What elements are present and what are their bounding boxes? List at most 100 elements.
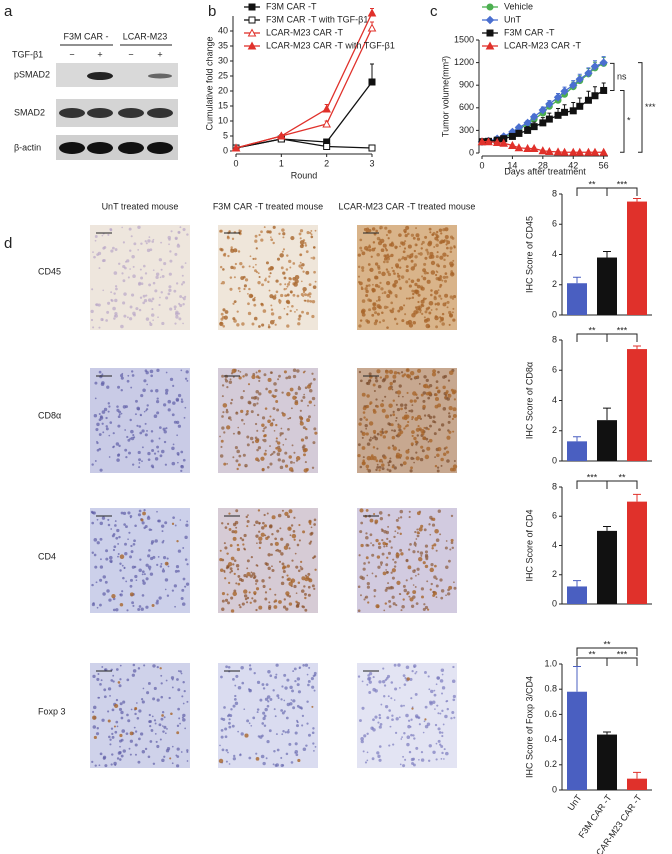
stained-cell [429, 588, 432, 591]
cell [307, 593, 311, 597]
cell [119, 593, 122, 596]
cell [123, 523, 126, 526]
cell [179, 519, 182, 521]
legend-label: LCAR-M23 CAR -T [504, 40, 582, 50]
cell [115, 287, 118, 291]
cell [161, 274, 165, 278]
cell [255, 608, 258, 612]
cell [265, 562, 269, 566]
cell [428, 744, 432, 748]
cell [378, 716, 382, 720]
cell [156, 368, 160, 373]
cell [303, 393, 305, 396]
cell [144, 240, 147, 243]
cell [234, 701, 239, 706]
stained-cell [390, 242, 395, 247]
stained-cell [248, 591, 251, 594]
cell [423, 720, 426, 723]
cell [391, 429, 394, 432]
cell [280, 266, 284, 270]
cell [406, 735, 411, 739]
cell [247, 514, 249, 516]
cell [139, 296, 143, 299]
y-tick-label: 8 [552, 188, 557, 198]
cell [301, 605, 304, 608]
cell [287, 282, 290, 286]
stained-cell [398, 372, 401, 375]
stained-cell [397, 424, 402, 429]
cell [447, 420, 451, 424]
cell [299, 409, 302, 412]
cell [236, 323, 240, 327]
cell [375, 398, 378, 401]
stained-cell [265, 536, 269, 540]
stained-cell [447, 393, 452, 398]
cell [148, 236, 151, 238]
cell [147, 515, 150, 518]
cell [95, 427, 99, 432]
cell [255, 263, 257, 266]
stained-cell [260, 532, 265, 537]
cell [290, 761, 294, 764]
cell [167, 408, 171, 412]
cell [118, 262, 121, 266]
cell [381, 679, 386, 684]
cell [180, 596, 184, 601]
stained-cell [286, 391, 291, 397]
cell [309, 300, 313, 303]
cell [439, 679, 444, 683]
cell [133, 539, 136, 543]
cell [143, 509, 146, 512]
cell [166, 727, 168, 730]
western-blot: F3M CAR - LCAR-M23 TGF-β1 − + − + pSMAD2… [12, 31, 178, 160]
significance-label: * [627, 116, 631, 126]
cell [119, 562, 122, 565]
cell [377, 384, 382, 389]
cell [275, 733, 278, 736]
cell [262, 711, 266, 715]
cell [374, 575, 378, 578]
y-tick-label: 1200 [454, 57, 474, 67]
cell [95, 581, 98, 584]
cell [91, 511, 94, 514]
stained-cell [446, 240, 451, 245]
marker [276, 131, 286, 140]
cell [423, 414, 427, 417]
cell [98, 447, 102, 451]
cell [437, 712, 440, 715]
cell [385, 569, 387, 571]
cell [385, 563, 389, 567]
cell [447, 379, 451, 382]
cell [437, 727, 441, 731]
cell [439, 578, 443, 582]
marker [599, 147, 608, 156]
cell [158, 437, 161, 440]
cell [182, 280, 186, 284]
cell [146, 429, 148, 432]
cell [435, 577, 438, 580]
significance-label: *** [645, 102, 656, 112]
cell [138, 425, 142, 428]
cell [136, 424, 139, 427]
cell [376, 751, 380, 755]
cell [280, 293, 284, 298]
cell [243, 573, 247, 578]
cell [233, 559, 237, 562]
stained-cell [269, 320, 275, 325]
marker [523, 143, 532, 152]
cell [252, 402, 257, 407]
cell [417, 716, 420, 719]
stained-cell [236, 543, 240, 547]
cell [290, 699, 293, 701]
cell [430, 563, 434, 567]
cell [142, 301, 145, 305]
cell [143, 264, 146, 268]
cell [430, 309, 433, 311]
stained-cell [398, 266, 402, 269]
legend-label: LCAR-M23 CAR -T with TGF-β1 [266, 40, 395, 50]
cell [180, 398, 183, 401]
cell [448, 412, 451, 415]
cell [274, 593, 277, 596]
stained-cell [393, 272, 396, 275]
cell [182, 680, 185, 684]
